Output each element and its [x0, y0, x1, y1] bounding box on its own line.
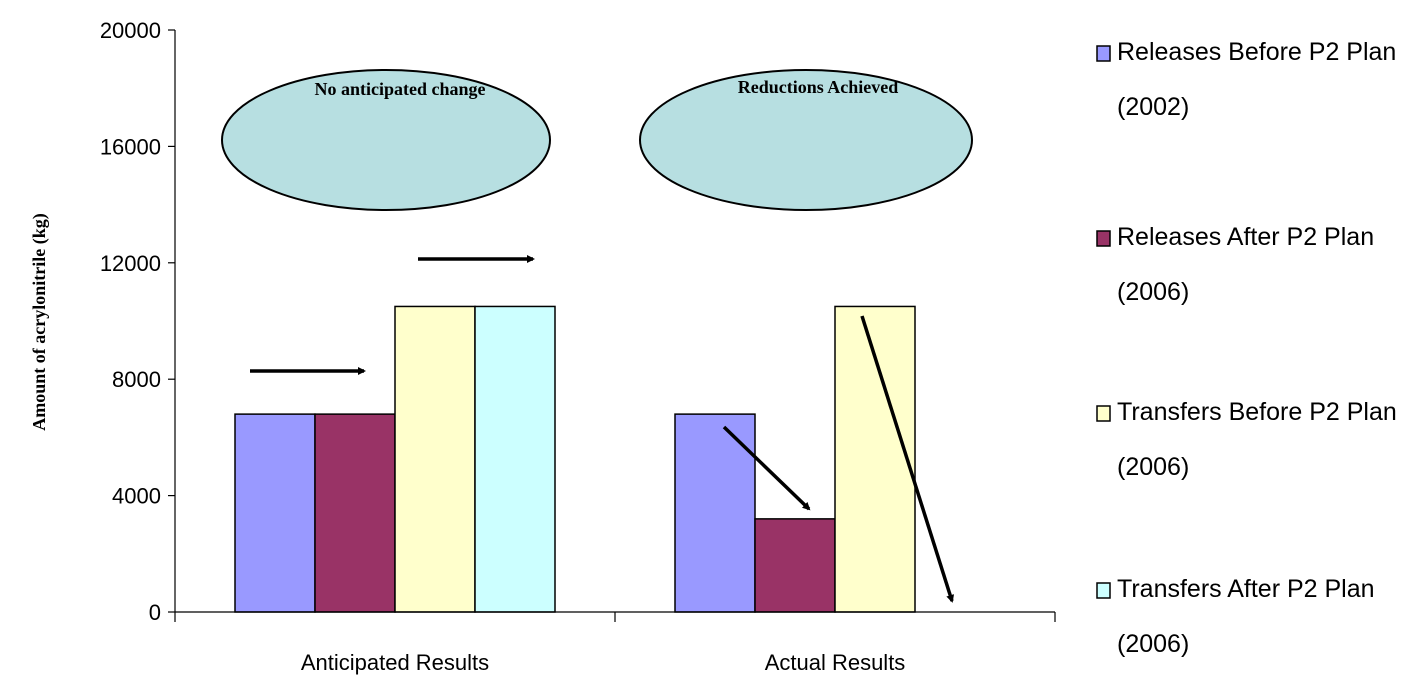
- bar: [474, 305, 556, 613]
- y-tick-label: 20000: [100, 18, 161, 43]
- legend-label: Transfers After P2 Plan: [1117, 575, 1375, 603]
- arrows: [250, 255, 955, 603]
- legend: Releases Before P2 Plan (2002) Releases Af…: [1096, 38, 1397, 658]
- y-ticks: 0 4000 8000 12000 16000 20000: [100, 18, 175, 625]
- legend-label-year: (2006): [1117, 630, 1189, 658]
- y-tick-label: 4000: [112, 484, 161, 509]
- bar: [314, 413, 396, 613]
- y-axis-title: Amount of acrylonitrile (kg): [29, 213, 50, 430]
- legend-label-year: (2006): [1117, 453, 1189, 481]
- arrow-transfers-actual: [860, 315, 955, 603]
- bar: [394, 305, 476, 613]
- bars: [234, 305, 916, 613]
- annotation-ellipse-left: [221, 69, 551, 211]
- annotations: No anticipated change Reductions Achieve…: [221, 69, 973, 211]
- legend-label: Releases After P2 Plan: [1117, 223, 1374, 251]
- legend-label-year: (2002): [1117, 93, 1189, 121]
- x-category-label: Anticipated Results: [301, 650, 489, 675]
- bar: [754, 518, 836, 613]
- arrow-releases-actual: [722, 425, 811, 511]
- x-categories: Anticipated Results Actual Results: [174, 612, 1056, 675]
- x-category-label: Actual Results: [765, 650, 906, 675]
- y-tick-label: 0: [149, 600, 161, 625]
- y-tick-label: 16000: [100, 134, 161, 159]
- legend-swatch: [1096, 405, 1111, 422]
- legend-swatch: [1096, 582, 1111, 599]
- legend-label: Transfers Before P2 Plan: [1117, 398, 1397, 426]
- annotation-left-text: No anticipated change: [315, 79, 486, 99]
- annotation-right-text: Reductions Achieved: [738, 77, 899, 97]
- y-tick-label: 12000: [100, 251, 161, 276]
- bar: [234, 413, 316, 613]
- legend-swatch: [1096, 230, 1111, 247]
- annotation-ellipse-right: [639, 69, 973, 211]
- bar: [674, 413, 756, 613]
- legend-label-year: (2006): [1117, 278, 1189, 306]
- y-tick-label: 8000: [112, 367, 161, 392]
- legend-swatch: [1096, 45, 1111, 62]
- legend-label: Releases Before P2 Plan: [1117, 38, 1396, 66]
